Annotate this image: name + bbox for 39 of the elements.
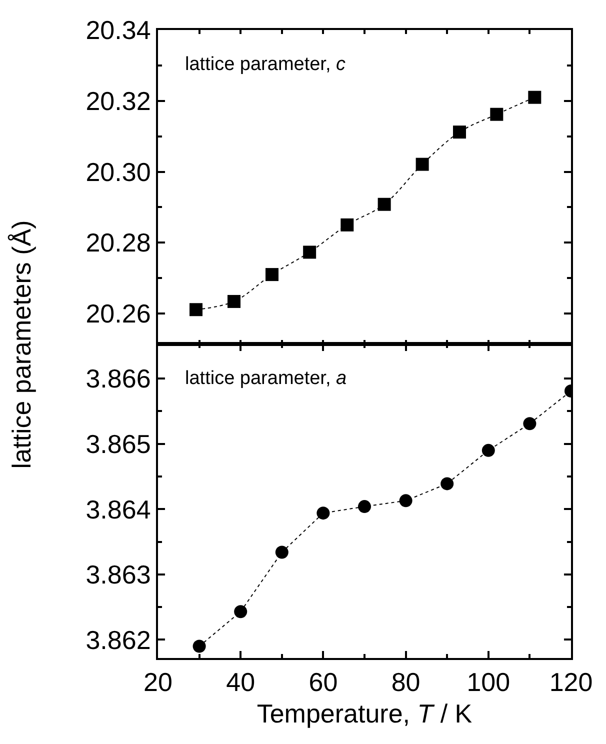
point (234, 605, 248, 618)
x-tick-label: 80 (391, 667, 420, 698)
point (523, 417, 536, 430)
y-tick-label: 3.865 (86, 428, 151, 459)
x-tick-label: 60 (308, 667, 338, 698)
annotation: lattice parameter, c (185, 54, 346, 75)
y-tick-label: 20.30 (86, 156, 151, 187)
point (482, 444, 495, 457)
x-tick-label: 20 (144, 667, 172, 698)
point (378, 198, 391, 211)
point (416, 158, 429, 171)
y-tick-label: 3.866 (86, 364, 151, 394)
y-tick-label: 20.26 (86, 298, 151, 329)
y-tick-label: 3.863 (86, 560, 151, 590)
point (340, 218, 354, 232)
y-tick-label: 20.28 (86, 228, 151, 258)
point (440, 477, 454, 490)
point (358, 500, 371, 514)
y-tick-label: 20.32 (86, 86, 151, 116)
y-tick-label: 3.864 (86, 494, 151, 524)
point (265, 268, 278, 282)
x-tick-label: 40 (226, 667, 256, 698)
point (316, 506, 330, 520)
point (303, 246, 316, 259)
y-tick-label: 20.34 (86, 15, 151, 46)
point (452, 126, 466, 139)
point (192, 640, 206, 653)
point (275, 546, 288, 559)
point (528, 90, 542, 104)
x-axis-title: Temperature, T / K (256, 698, 473, 728)
y-tick-label: 3.862 (86, 624, 151, 655)
point (399, 494, 412, 508)
x-tick-label: 120 (549, 667, 593, 698)
point (490, 108, 504, 121)
x-tick-label: 100 (466, 667, 510, 698)
annotation: lattice parameter, a (185, 368, 347, 389)
point (227, 294, 240, 308)
y-axis-title: lattice parameters (Å) (6, 220, 37, 469)
point (190, 303, 202, 316)
